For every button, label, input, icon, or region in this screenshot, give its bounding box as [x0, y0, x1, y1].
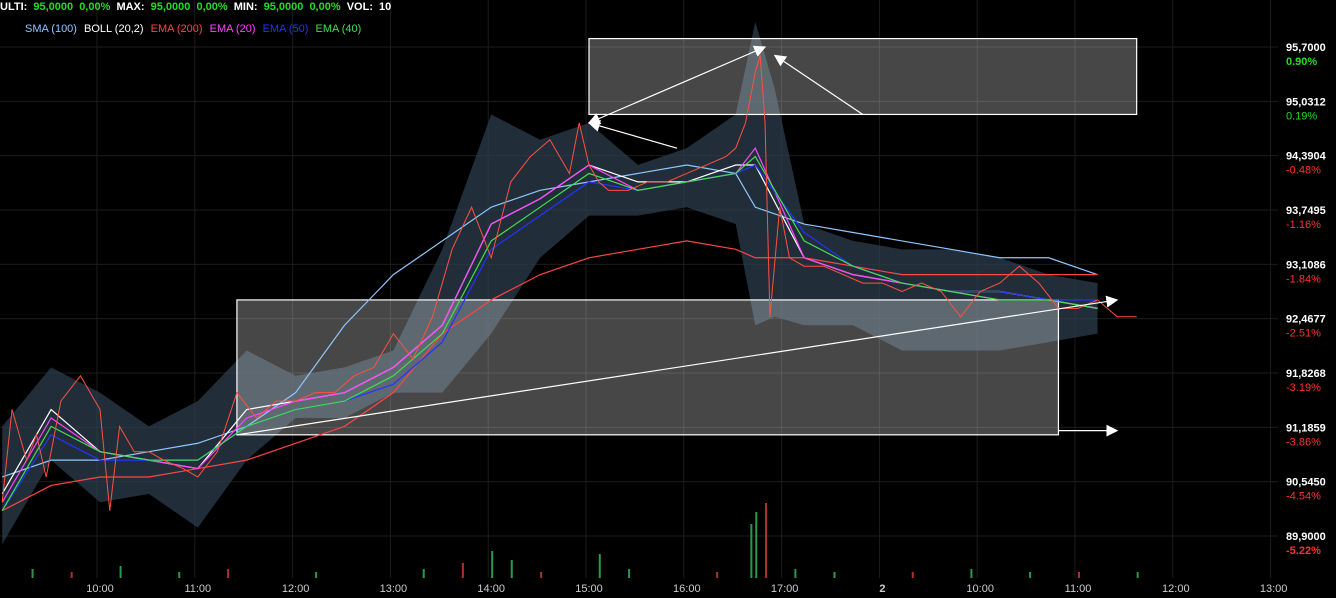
vol-value: 10: [379, 1, 392, 13]
volume-bar: [178, 572, 181, 578]
x-tick-label: 12:00: [282, 583, 310, 595]
x-tick-label: 17:00: [771, 583, 799, 595]
legend-boll-20-2[interactable]: BOLL (20,2): [84, 23, 144, 35]
y-tick-pct: -5.22%: [1286, 545, 1321, 557]
max-value: 95,0000: [150, 1, 191, 13]
volume-bar: [833, 572, 836, 578]
x-tick-label: 11:00: [1065, 583, 1092, 595]
vol-label: VOL:: [346, 1, 373, 13]
bollinger-band-area: [2, 21, 1098, 545]
ulti-pct: 0,00%: [79, 1, 111, 13]
volume-bar: [628, 569, 631, 578]
x-tick-label: 13:00: [380, 583, 408, 595]
x-tick-label: 16:00: [673, 583, 701, 595]
indicator-line: [2, 164, 1098, 478]
legend-ema-20[interactable]: EMA (20): [209, 23, 256, 35]
y-tick-pct: -1.16%: [1286, 219, 1321, 231]
x-tick-label: 2: [879, 583, 885, 595]
volume-bar: [227, 569, 230, 578]
volume-bar: [911, 572, 914, 578]
annotation-arrow: [587, 120, 678, 149]
y-tick-pct: -4.54%: [1286, 491, 1321, 503]
x-tick-label: 12:00: [1162, 583, 1190, 595]
min-label: MIN:: [233, 1, 258, 13]
max-label: MAX:: [116, 1, 145, 13]
x-tick-label: 10:00: [966, 583, 994, 595]
y-tick-price: 90,5450: [1286, 477, 1326, 489]
volume-bar: [750, 524, 753, 578]
indicator-line: [1, 240, 1098, 512]
y-tick-price: 93,7495: [1286, 205, 1326, 217]
volume-bar: [491, 551, 494, 578]
volume-bar: [716, 572, 719, 578]
stat-bar: ULTI: 95,0000 0,00% MAX: 95,0000 0,00% M…: [0, 1, 394, 15]
volume-bar: [540, 572, 543, 578]
volume-bar: [315, 572, 318, 578]
y-tick-pct: 0.19%: [1286, 110, 1317, 122]
ulti-value: 95,0000: [33, 1, 74, 13]
indicator-legend: SMA (100) BOLL (20,2) EMA (200) EMA (20)…: [25, 23, 365, 35]
volume-bar: [119, 566, 122, 578]
volume-bar: [765, 503, 768, 578]
volume-bar: [794, 569, 797, 578]
y-tick-price: 89,9000: [1286, 531, 1326, 543]
volume-bar: [598, 554, 601, 578]
y-tick-price: 91,8268: [1286, 368, 1326, 380]
volume-bar: [1136, 572, 1139, 578]
y-tick-pct: 0.90%: [1286, 56, 1317, 68]
min-value: 95,0000: [263, 1, 304, 13]
x-tick-label: 10:00: [86, 583, 114, 595]
y-tick-price: 95,7000: [1286, 42, 1326, 54]
volume-bar: [510, 560, 513, 578]
x-tick-label: 11:00: [184, 583, 211, 595]
y-tick-price: 93,1086: [1286, 259, 1326, 271]
y-tick-price: 95,0312: [1286, 96, 1326, 108]
legend-sma-100[interactable]: SMA (100): [25, 23, 77, 35]
y-tick-pct: -1.84%: [1286, 273, 1321, 285]
x-tick-label: 15:00: [575, 583, 603, 595]
ulti-label: ULTI:: [0, 1, 28, 13]
volume-bar: [970, 569, 973, 578]
price-line: [1, 55, 1137, 511]
y-tick-pct: -2.51%: [1286, 328, 1321, 340]
y-tick-pct: -3.19%: [1286, 382, 1321, 394]
annotation-rect: [236, 299, 1060, 436]
legend-ema-200[interactable]: EMA (200): [150, 23, 203, 35]
volume-bar: [755, 512, 758, 578]
annotation-arrow: [236, 295, 1119, 436]
min-pct: 0,00%: [309, 1, 341, 13]
volume-bar: [422, 569, 425, 578]
y-tick-pct: -3.86%: [1286, 436, 1321, 448]
volume-bar: [1078, 572, 1080, 578]
x-tick-label: 14:00: [477, 583, 505, 595]
y-tick-price: 92,4677: [1286, 314, 1326, 326]
annotation-arrow: [587, 45, 767, 125]
annotation-arrow: [773, 54, 864, 115]
indicator-line: [1, 155, 1098, 512]
x-tick-label: 13:00: [1260, 583, 1288, 595]
y-tick-pct: -0.48%: [1286, 165, 1321, 177]
volume-bar: [31, 569, 34, 578]
volume-bar: [70, 572, 73, 578]
max-pct: 0,00%: [196, 1, 228, 13]
volume-bar: [1029, 572, 1032, 578]
y-tick-price: 91,1859: [1286, 422, 1326, 434]
annotation-rect: [588, 37, 1138, 116]
legend-ema-50[interactable]: EMA (50): [262, 23, 309, 35]
volume-bar: [461, 563, 464, 578]
y-tick-price: 94,3904: [1286, 151, 1327, 163]
legend-ema-40[interactable]: EMA (40): [315, 23, 362, 35]
